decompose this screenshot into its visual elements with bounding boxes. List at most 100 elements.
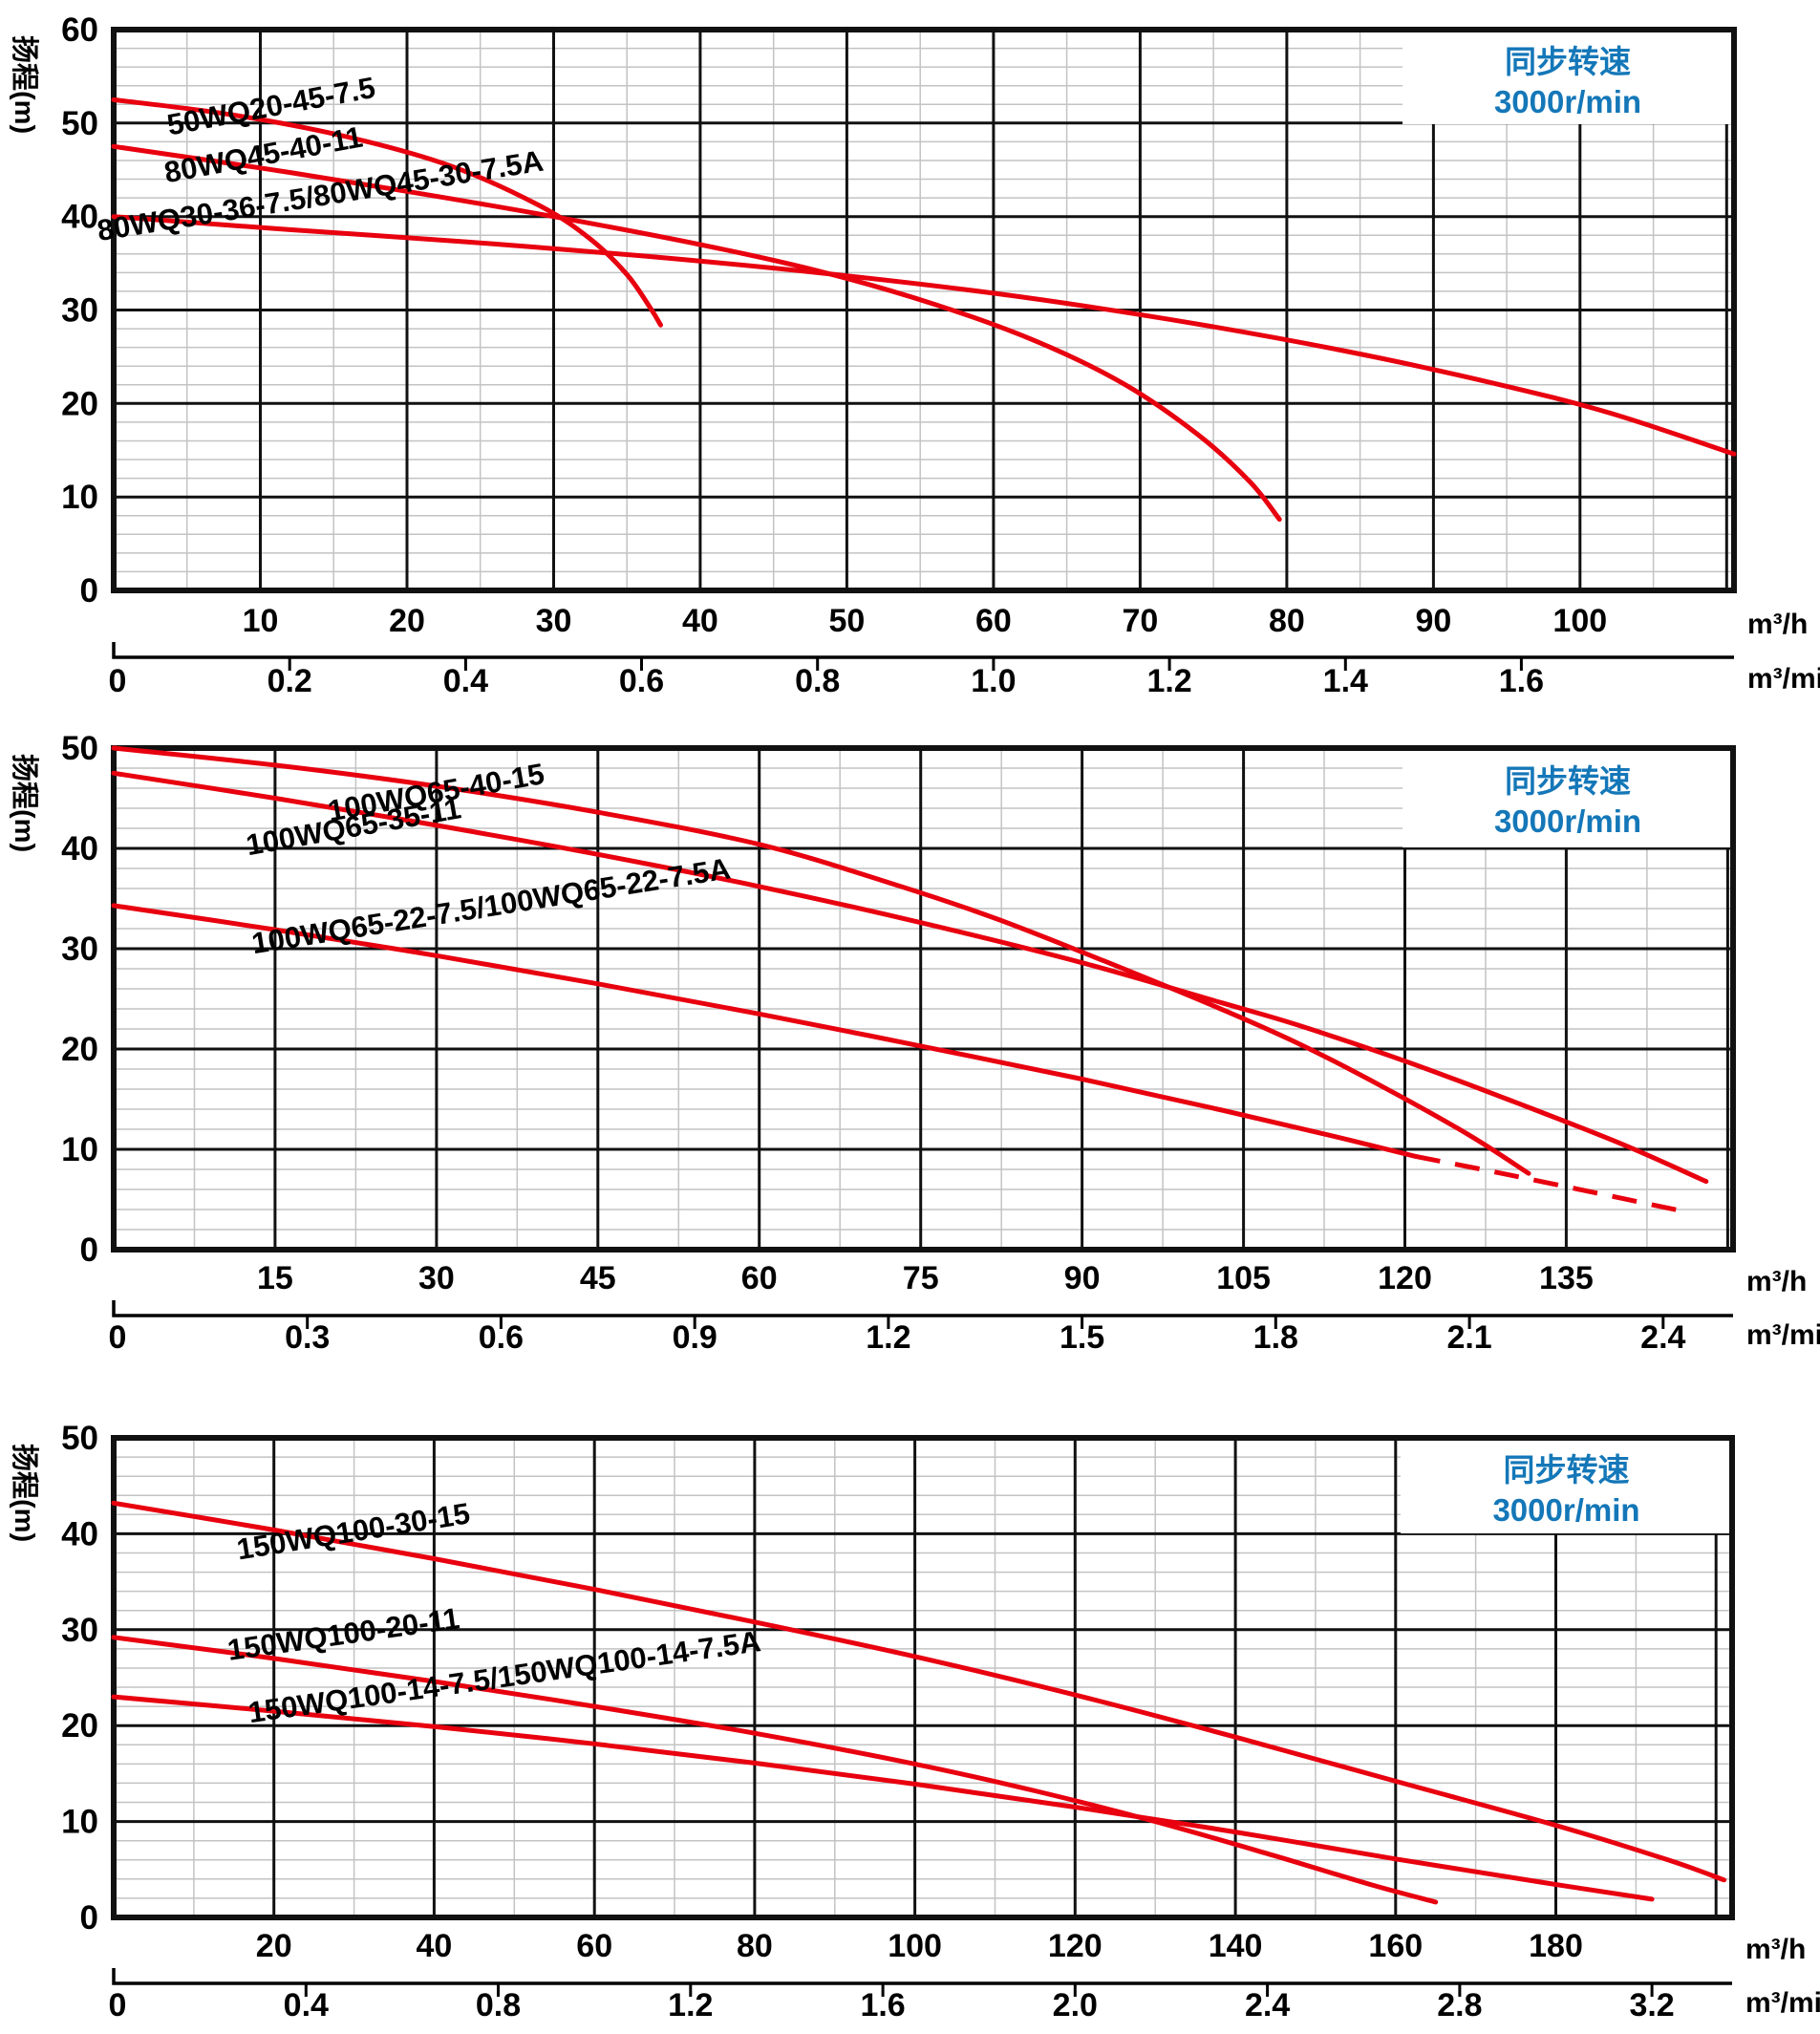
x-tick-label-h: 120 — [1378, 1260, 1432, 1296]
x-tick-label-h: 120 — [1048, 1928, 1103, 1964]
pump-curve-100WQ65-22-7.5/100WQ65-22-7.5A — [111, 903, 1419, 1159]
x-tick-label-min: 1.5 — [1060, 1319, 1104, 1356]
speed-note-line2: 3000r/min — [1494, 803, 1641, 839]
y-tick-label: 20 — [61, 385, 98, 422]
y-tick-label: 0 — [80, 572, 98, 610]
x-tick-label-h: 180 — [1529, 1928, 1583, 1964]
y-tick-label: 50 — [61, 105, 98, 142]
x-tick-label-h: 30 — [418, 1260, 455, 1296]
x-tick-label-h: 60 — [741, 1260, 778, 1296]
x-tick-label-h: 30 — [536, 603, 572, 639]
x-tick-label-h: 135 — [1539, 1260, 1594, 1296]
x-tick-label-h: 60 — [975, 603, 1012, 639]
y-axis-title: 扬程(m) — [9, 754, 40, 852]
speed-note-line1: 同步转速 — [1504, 1452, 1630, 1488]
x-tick-label-min: 0.6 — [619, 663, 664, 699]
x-tick-label-min: 0.4 — [284, 1987, 329, 2023]
y-tick-label: 10 — [61, 1804, 98, 1841]
y-tick-label: 10 — [61, 1131, 98, 1168]
x-tick-label-h: 105 — [1216, 1260, 1271, 1296]
x-tick-label-h: 50 — [828, 603, 865, 639]
x-tick-label-min: 0.8 — [795, 663, 840, 699]
y-tick-label: 10 — [61, 479, 98, 516]
y-tick-label: 20 — [61, 1707, 98, 1745]
x-axis-min: 0 0.4 0.8 1.2 1.6 2.0 2.4 2.8 3.2 — [109, 1968, 1732, 2023]
pump-curve-80WQ30-36-7.5/80WQ45-30-7.5A — [111, 214, 1737, 457]
y-tick-label: 20 — [61, 1031, 98, 1068]
x-tick-label-min: 1.4 — [1323, 663, 1368, 699]
y-tick-label: 0 — [80, 1231, 98, 1269]
x-tick-label-h: 45 — [580, 1260, 616, 1296]
x-tick-label-h: 15 — [257, 1260, 293, 1296]
x-axis-min: 0 0.3 0.6 0.9 1.2 1.5 1.8 2.1 2.4 — [109, 1300, 1733, 1356]
x-tick-label-min: 0.4 — [443, 663, 488, 699]
x-tick-label-min: 0.3 — [285, 1319, 330, 1356]
x-tick-label-min: 0.6 — [479, 1319, 524, 1356]
pump-curve-150WQ100-20-11 — [111, 1635, 1439, 1905]
x-tick-label-min: 3.2 — [1629, 1987, 1674, 2023]
x-tick-label-h: 40 — [416, 1928, 452, 1964]
y-tick-label: 40 — [61, 199, 98, 236]
speed-note-line1: 同步转速 — [1505, 763, 1631, 799]
x-unit-min: m³/min — [1745, 1987, 1820, 2019]
x-tick-label-h: 60 — [576, 1928, 612, 1964]
x-tick-label-min: 2.0 — [1053, 1987, 1098, 2023]
x-unit-min: m³/min — [1746, 1319, 1820, 1351]
x-unit-h: m³/h — [1747, 609, 1808, 640]
chart-1-block: 同步转速 3000r/min 50WQ20-45-7.5 80WQ45-40-11 80… — [0, 0, 1820, 712]
x-tick-label-min: 1.8 — [1253, 1319, 1298, 1356]
y-tick-label: 0 — [80, 1899, 98, 1937]
x-tick-label-min: 1.2 — [1146, 663, 1191, 699]
plot-border — [111, 1435, 1735, 1920]
x-tick-label-min: 0 — [109, 1319, 127, 1356]
speed-note-line1: 同步转速 — [1505, 44, 1631, 79]
x-tick-label-h: 100 — [888, 1928, 942, 1964]
x-tick-label-h: 10 — [243, 603, 279, 639]
y-axis-title: 扬程(m) — [9, 1444, 40, 1542]
x-tick-label-min: 1.0 — [971, 663, 1016, 699]
x-tick-label-h: 80 — [1269, 603, 1305, 639]
x-tick-label-min: 0.8 — [476, 1987, 521, 2023]
y-axis-title: 扬程(m) — [9, 35, 40, 134]
x-tick-label-h: 90 — [1415, 603, 1451, 639]
x-unit-h: m³/h — [1745, 1934, 1806, 1965]
speed-note: 同步转速 3000r/min — [1402, 751, 1733, 847]
x-tick-label-min: 2.1 — [1446, 1319, 1491, 1356]
x-tick-label-h: 20 — [256, 1928, 292, 1964]
x-tick-label-h: 100 — [1552, 603, 1607, 639]
x-tick-label-min: 1.2 — [866, 1319, 910, 1356]
x-tick-label-min: 2.8 — [1437, 1987, 1482, 2023]
pump-curve-chart-2: 同步转速3000r/min100WQ65-40-15100WQ65-35-111… — [9, 730, 1820, 1356]
x-tick-label-h: 140 — [1209, 1928, 1263, 1964]
chart-3-block: 同步转速 3000r/min 150WQ100-30-15 150WQ100-20-1… — [0, 1357, 1820, 2034]
pump-curve-chart-1: 同步转速3000r/min50WQ20-45-7.580WQ45-40-1180… — [9, 11, 1820, 699]
y-tick-label: 40 — [61, 1515, 98, 1552]
x-unit-min: m³/min — [1747, 663, 1820, 695]
speed-note-line2: 3000r/min — [1494, 84, 1641, 119]
plot-border — [111, 27, 1737, 593]
grid-minor — [114, 1438, 1732, 1917]
x-tick-label-min: 1.6 — [1499, 663, 1544, 699]
x-tick-label-min: 0.9 — [673, 1319, 717, 1356]
x-unit-h: m³/h — [1746, 1266, 1807, 1297]
x-tick-label-h: 160 — [1368, 1928, 1423, 1964]
y-tick-label: 60 — [61, 11, 98, 49]
x-tick-label-min: 0 — [109, 663, 127, 699]
pump-curve-50WQ20-45-7.5 — [111, 96, 663, 328]
pump-curve-150WQ100-14-7.5/150WQ100-14-7.5A — [111, 1694, 1655, 1902]
y-tick-label: 30 — [61, 1612, 98, 1649]
speed-note: 同步转速 3000r/min — [1401, 1441, 1732, 1533]
pump-curve-100WQ65-35-11 — [111, 770, 1709, 1185]
x-tick-label-min: 2.4 — [1245, 1987, 1290, 2023]
y-tick-label: 30 — [61, 931, 98, 968]
x-tick-label-h: 90 — [1064, 1260, 1101, 1296]
speed-note: 同步转速 3000r/min — [1402, 32, 1733, 124]
x-tick-label-min: 2.4 — [1640, 1319, 1685, 1356]
chart-2-block: 同步转速 3000r/min 100WQ65-40-15 100WQ65-35-11 1… — [0, 712, 1820, 1357]
x-tick-label-h: 80 — [737, 1928, 773, 1964]
y-tick-label: 50 — [61, 1420, 98, 1457]
grid-major — [114, 1438, 1732, 1917]
x-tick-label-h: 40 — [682, 603, 718, 639]
x-tick-label-min: 1.2 — [668, 1987, 713, 2023]
